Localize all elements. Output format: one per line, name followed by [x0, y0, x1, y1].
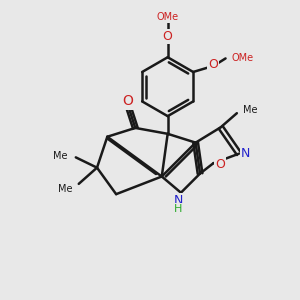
Text: OMe: OMe — [157, 12, 179, 22]
Text: O: O — [163, 30, 172, 43]
Text: N: N — [174, 194, 183, 207]
Text: N: N — [241, 147, 250, 160]
Text: O: O — [208, 58, 218, 71]
Text: H: H — [174, 204, 183, 214]
Text: O: O — [215, 158, 225, 171]
Text: Me: Me — [58, 184, 72, 194]
Text: Me: Me — [53, 151, 68, 161]
Text: OMe: OMe — [231, 53, 254, 63]
Text: Me: Me — [243, 105, 258, 115]
Text: O: O — [122, 94, 133, 108]
